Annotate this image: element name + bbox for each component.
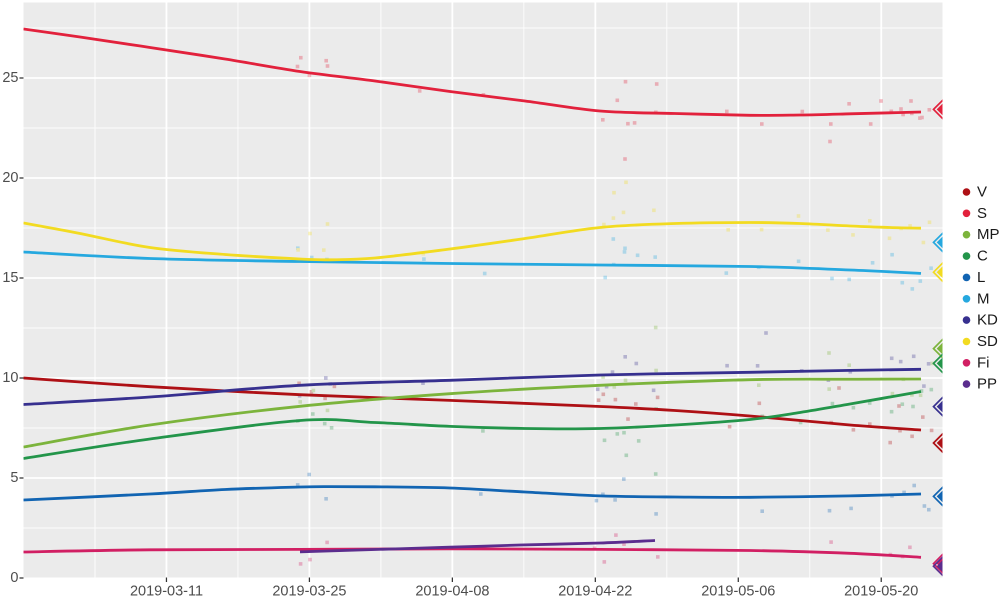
svg-text:25: 25	[2, 70, 18, 86]
svg-text:2019-03-11: 2019-03-11	[130, 584, 203, 600]
svg-text:2019-05-06: 2019-05-06	[701, 584, 775, 600]
svg-text:5: 5	[10, 470, 18, 486]
svg-text:2019-04-08: 2019-04-08	[415, 584, 489, 600]
svg-text:Fi: Fi	[977, 354, 990, 371]
svg-text:S: S	[977, 205, 987, 222]
svg-text:2019-05-20: 2019-05-20	[844, 584, 918, 600]
svg-text:KD: KD	[977, 312, 998, 329]
svg-text:0: 0	[10, 570, 18, 586]
svg-text:MP: MP	[977, 226, 1000, 243]
svg-text:15: 15	[2, 270, 18, 286]
svg-text:20: 20	[2, 170, 18, 186]
svg-text:C: C	[977, 248, 988, 265]
svg-text:M: M	[977, 290, 990, 307]
svg-text:PP: PP	[977, 376, 997, 393]
svg-text:10: 10	[2, 370, 18, 386]
svg-text:2019-04-22: 2019-04-22	[558, 584, 632, 600]
svg-text:SD: SD	[977, 333, 998, 350]
svg-text:V: V	[977, 184, 987, 201]
svg-text:2019-03-25: 2019-03-25	[272, 584, 346, 600]
svg-text:L: L	[977, 269, 985, 286]
